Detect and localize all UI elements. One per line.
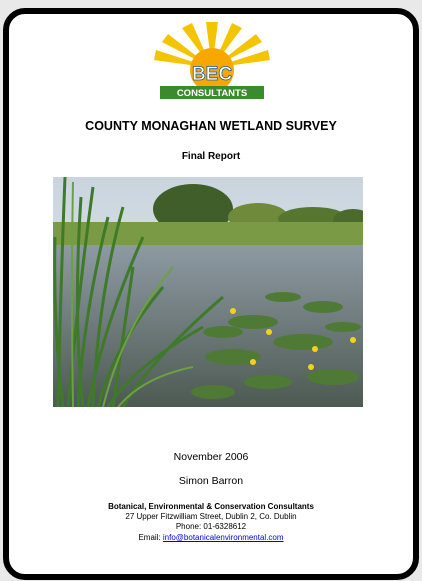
email-label: Email:	[138, 533, 160, 542]
logo-name: BEC	[192, 64, 232, 85]
organisation-name: Botanical, Environmental & Conservation …	[9, 502, 413, 511]
subtitle: Final Report	[9, 151, 413, 162]
organisation-phone: Phone: 01-6328612	[9, 522, 413, 531]
organisation-email-line: Email: info@botanicalenvironmental.com	[9, 533, 413, 542]
cover-page: BEC CONSULTANTS COUNTY MONAGHAN WETLAND …	[3, 8, 419, 580]
logo: BEC CONSULTANTS	[152, 20, 272, 100]
title: COUNTY MONAGHAN WETLAND SURVEY	[9, 119, 413, 133]
organisation-address: 27 Upper Fitzwilliam Street, Dublin 2, C…	[9, 512, 413, 521]
author: Simon Barron	[9, 475, 413, 487]
page: BEC CONSULTANTS COUNTY MONAGHAN WETLAND …	[0, 0, 422, 581]
logo-tagline: CONSULTANTS	[177, 88, 247, 99]
cover-photo	[53, 177, 363, 407]
email-link[interactable]: info@botanicalenvironmental.com	[163, 533, 284, 542]
date: November 2006	[9, 451, 413, 463]
